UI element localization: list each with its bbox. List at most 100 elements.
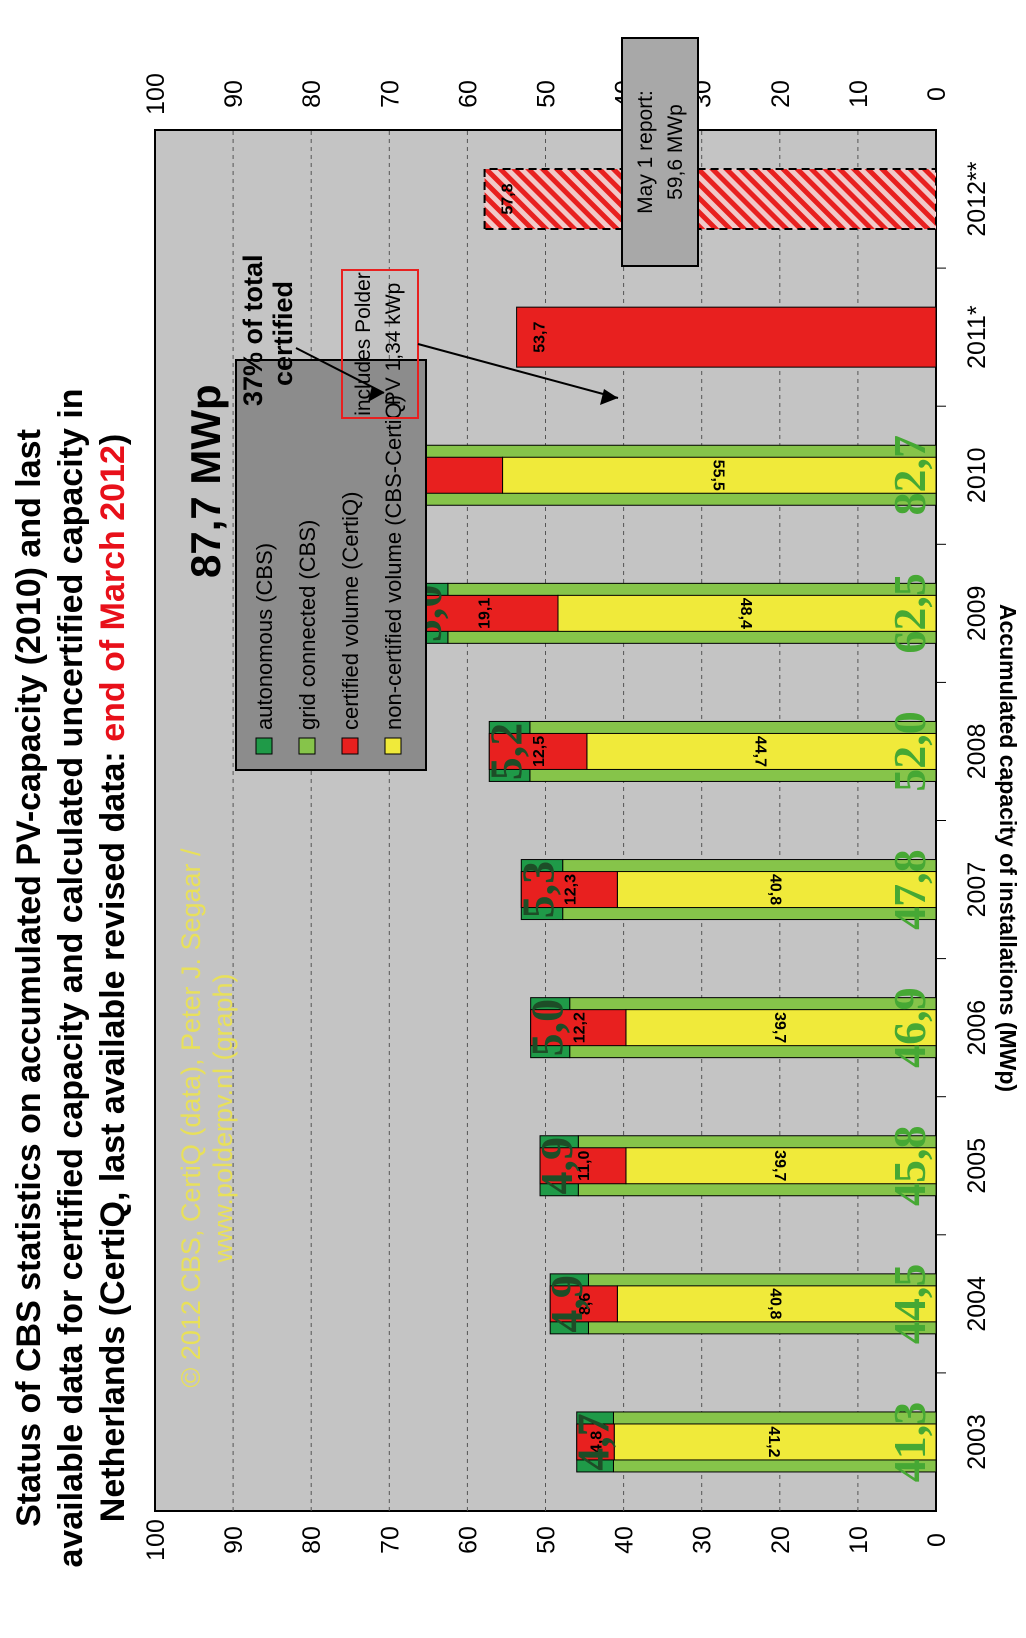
x-tick-label: 2004 <box>963 1276 991 1332</box>
y-tick-label-right: 70 <box>376 80 404 108</box>
label-certified: 4,8 <box>588 1431 605 1453</box>
label-grid-connected: 46,9 <box>884 987 935 1068</box>
label-certified: 12,5 <box>531 736 548 767</box>
annotation-arrows <box>295 343 619 405</box>
y-tick-label-right: 20 <box>767 80 795 108</box>
y-tick-label-left: 30 <box>689 1526 717 1554</box>
legend-swatch-certified <box>341 737 359 755</box>
y-tick-label-left: 70 <box>376 1526 404 1554</box>
y-tick-label-right: 60 <box>454 80 482 108</box>
y-tick-label-right: 10 <box>845 80 873 108</box>
label-non-certified: 39,7 <box>771 1150 788 1181</box>
label-autonomous: 5,0 <box>522 999 573 1057</box>
bar-certified-projected <box>483 168 937 231</box>
legend-box <box>235 359 427 771</box>
title-line3-a: Netherlands (CertiQ, last available revi… <box>94 742 132 1522</box>
y-tick-label-left: 50 <box>533 1526 561 1554</box>
legend-swatch-grid <box>298 737 316 755</box>
may-report-line2: 59,6 MWp <box>664 104 687 200</box>
x-tick-label: 2007 <box>963 862 991 918</box>
may-report-note: May 1 report: 59,6 MWp <box>621 37 699 267</box>
y-tick-label-left: 90 <box>220 1526 248 1554</box>
bar-labels: 41,2 4,8 41,3 4,7 40,8 8,6 44,5 4,9 39,7 11,0 45,8… <box>242 183 935 1482</box>
bar-marks <box>250 168 937 1473</box>
legend-swatch-noncertified <box>384 737 402 755</box>
may-report-box <box>621 37 699 267</box>
legend-label-autonomous: autonomous (CBS) <box>252 543 277 730</box>
label-non-certified: 39,7 <box>771 1012 788 1043</box>
y-tick-label-right: 50 <box>533 80 561 108</box>
x-tick-label: 2008 <box>963 724 991 780</box>
axis-ticks: 0010102020303040405050606070708080909010… <box>142 73 991 1561</box>
label-autonomous: 4,9 <box>531 1137 582 1195</box>
label-grid-connected: 47,8 <box>884 849 935 930</box>
label-non-certified: 40,8 <box>767 1288 784 1319</box>
y-tick-label-right: 0 <box>923 87 951 101</box>
x-tick-label: 2010 <box>963 447 991 503</box>
legend-label-certified: certified volume (CertiQ) <box>338 492 363 730</box>
label-certified: 19,1 <box>476 598 493 629</box>
label-autonomous: 4,7 <box>568 1413 619 1471</box>
x-tick-label: 2009 <box>963 586 991 642</box>
total-annotation: 87,7 MWp <box>182 384 229 578</box>
x-tick-label: 2003 <box>963 1414 991 1470</box>
x-tick-label: 2006 <box>963 1000 991 1056</box>
chart-title-line2: available data for certified capacity an… <box>52 388 90 1567</box>
chart-title-line1: Status of CBS statistics on accumulated … <box>10 429 48 1527</box>
y-tick-label-left: 80 <box>298 1526 326 1554</box>
label-non-certified: 41,2 <box>765 1426 782 1457</box>
y-tick-label-right: 90 <box>220 80 248 108</box>
legend: autonomous (CBS) grid connected (CBS) cert… <box>235 359 427 771</box>
x-tick-label: 2012** <box>963 161 991 236</box>
arrow-head-noncertified <box>600 389 618 405</box>
y-tick-label-left: 10 <box>845 1526 873 1554</box>
y-tick-label-right: 100 <box>142 73 170 115</box>
label-autonomous: 5,3 <box>512 861 563 919</box>
may-report-line1: May 1 report: <box>634 90 657 214</box>
label-certified: 8,6 <box>577 1293 594 1315</box>
x-tick-label: 2011* <box>963 305 991 369</box>
bar-certified-total <box>516 306 937 368</box>
label-non-certified: 48,4 <box>737 598 754 629</box>
bar-certified <box>520 871 618 909</box>
grid-lines <box>232 130 859 1511</box>
bar-certified <box>488 732 588 770</box>
y-tick-label-left: 20 <box>767 1526 795 1554</box>
y-axis-label: Accumulated capacity of installations (M… <box>995 604 1021 1092</box>
bar-certified <box>539 1147 627 1185</box>
y-tick-label-left: 60 <box>454 1526 482 1554</box>
bar-certified <box>530 1009 627 1047</box>
y-tick-label-left: 100 <box>142 1519 170 1561</box>
label-grid-connected: 41,3 <box>884 1402 935 1483</box>
label-certified: 11,0 <box>576 1151 593 1181</box>
bar-certified <box>549 1285 618 1323</box>
label-certified: 12,3 <box>562 874 579 905</box>
y-tick-label-left: 40 <box>611 1526 639 1554</box>
x-tick-label: 2005 <box>963 1138 991 1194</box>
legend-label-noncertified: non-certified volume (CBS-CertiQ) <box>381 395 406 730</box>
y-tick-label-right: 80 <box>298 80 326 108</box>
pct-annotation-line2: certified <box>268 281 298 386</box>
arrow-head-certified <box>368 386 384 402</box>
y-tick-label-left: 0 <box>923 1533 951 1547</box>
label-autonomous: 5,2 <box>480 723 531 781</box>
label-grid-connected: 62,5 <box>884 573 935 654</box>
legend-label-grid: grid connected (CBS) <box>295 520 320 730</box>
label-certified: 53,7 <box>532 321 549 352</box>
label-grid-connected: 82,7 <box>884 435 935 516</box>
arrow-to-certified <box>295 347 385 394</box>
title-line3-end: ) <box>94 434 132 445</box>
pct-annotation-line1: 37% of total <box>238 254 268 406</box>
copyright-line1: © 2012 CBS, CertiQ (data), Peter J. Sega… <box>176 848 206 1388</box>
label-certified: 57,8 <box>500 183 517 214</box>
bar-certified <box>576 1423 615 1461</box>
label-grid-connected: 45,8 <box>884 1126 935 1207</box>
label-non-certified: 44,7 <box>751 736 768 767</box>
title-line3-red: end of March 2012 <box>94 445 132 742</box>
label-grid-connected: 52,0 <box>884 711 935 792</box>
legend-swatch-autonomous <box>255 737 273 755</box>
polder-note-line2: PV 1,34 kWp <box>382 283 405 406</box>
chart-title-line3: Netherlands (CertiQ, last available revi… <box>94 434 132 1522</box>
label-certified: 12,2 <box>571 1012 588 1043</box>
